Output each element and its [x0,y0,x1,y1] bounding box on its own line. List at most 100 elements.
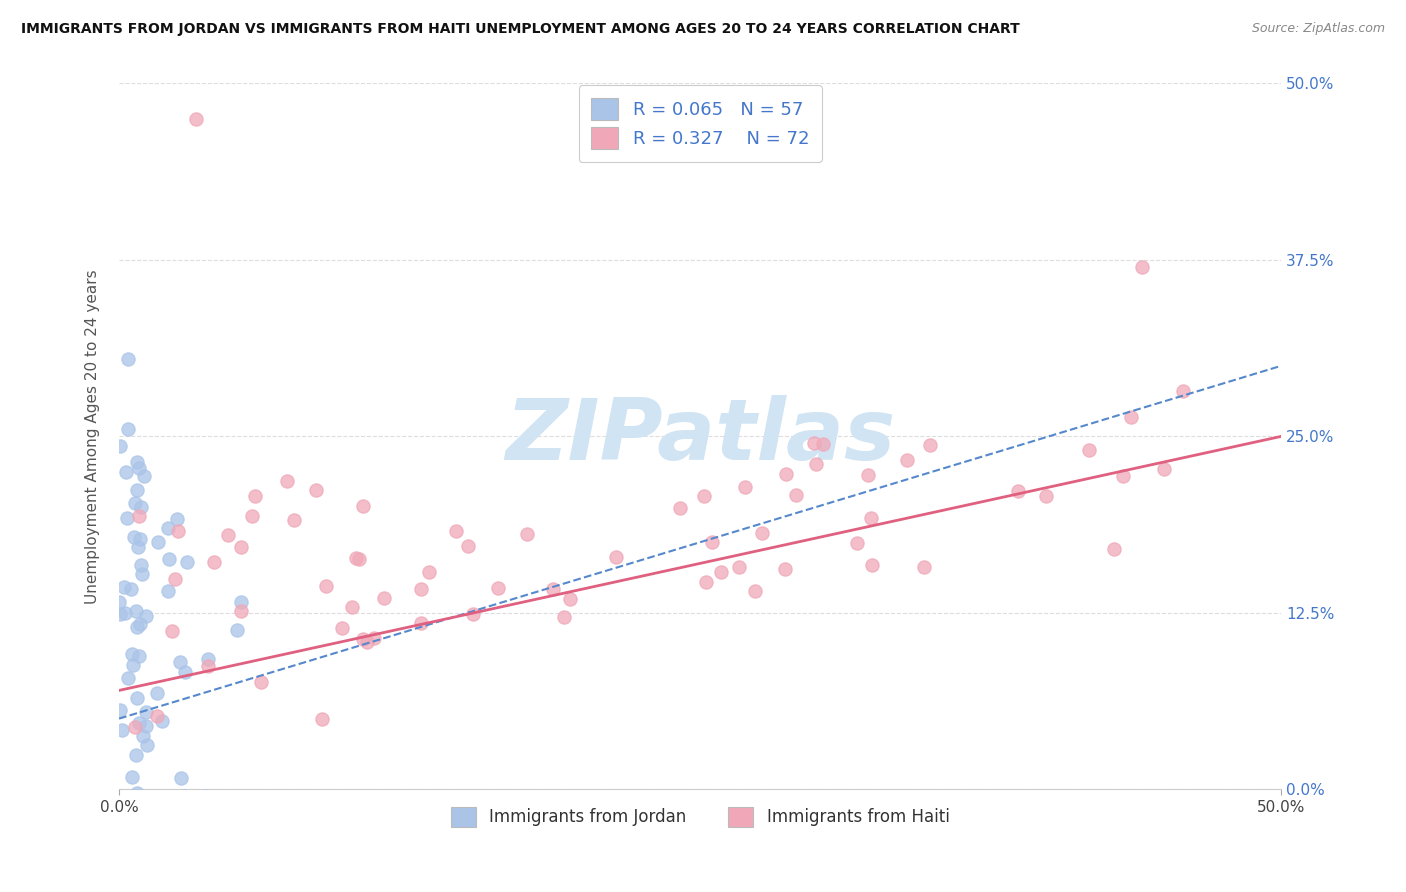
Point [231,604,253,618]
Point [695,575,717,590]
Point [860,558,883,572]
Point [134,468,156,483]
Point [162,624,184,638]
Point [135,738,157,752]
Point [1104,541,1126,556]
Point [127,620,149,634]
Point [1007,483,1029,498]
Point [1112,468,1135,483]
Point [344,551,367,566]
Point [174,665,197,679]
Point [135,705,157,719]
Point [125,786,148,800]
Point [146,685,169,699]
Point [912,559,935,574]
Point [804,457,827,471]
Point [558,592,581,607]
Point [845,536,868,550]
Point [418,565,440,579]
Point [111,723,134,737]
Point [127,540,149,554]
Point [127,690,149,705]
Point [121,770,143,784]
Point [409,615,432,630]
Point [803,435,825,450]
Point [356,635,378,649]
Point [541,582,564,596]
Point [163,572,186,586]
Point [146,535,169,549]
Point [121,647,143,661]
Point [409,582,432,596]
Point [1077,442,1099,457]
Point [125,604,148,618]
Point [1173,384,1195,399]
Point [156,521,179,535]
Point [1130,260,1153,274]
Point [176,555,198,569]
Point [132,729,155,743]
Point [128,508,150,523]
Point [811,437,834,451]
Point [352,499,374,513]
Point [315,578,337,592]
Point [727,560,749,574]
Point [166,512,188,526]
Point [486,581,509,595]
Point [1035,489,1057,503]
Point [127,455,149,469]
Point [734,479,756,493]
Point [129,617,152,632]
Point [125,483,148,497]
Point [457,539,479,553]
Point [110,703,132,717]
Point [197,652,219,666]
Point [117,422,139,436]
Point [128,648,150,663]
Point [352,632,374,646]
Legend: Immigrants from Jordan, Immigrants from Haiti: Immigrants from Jordan, Immigrants from … [444,800,956,834]
Point [1153,462,1175,476]
Point [693,490,716,504]
Point [184,112,207,126]
Point [553,609,575,624]
Point [516,527,538,541]
Point [202,555,225,569]
Point [156,583,179,598]
Point [128,460,150,475]
Point [167,524,190,538]
Point [463,607,485,622]
Point [129,532,152,546]
Point [775,467,797,482]
Point [305,483,328,498]
Point [124,720,146,734]
Point [347,552,370,566]
Point [243,489,266,503]
Point [124,748,146,763]
Point [340,599,363,614]
Point [115,465,138,479]
Point [773,562,796,576]
Point [117,351,139,366]
Point [108,607,131,622]
Point [128,715,150,730]
Point [710,565,733,579]
Point [169,655,191,669]
Point [112,580,135,594]
Point [122,530,145,544]
Point [751,526,773,541]
Point [330,621,353,635]
Point [249,675,271,690]
Point [145,709,167,723]
Point [170,771,193,785]
Point [129,500,152,514]
Point [131,567,153,582]
Point [785,488,807,502]
Point [124,496,146,510]
Point [217,527,239,541]
Point [120,582,142,596]
Point [668,501,690,516]
Point [229,595,252,609]
Point [174,789,197,804]
Point [744,583,766,598]
